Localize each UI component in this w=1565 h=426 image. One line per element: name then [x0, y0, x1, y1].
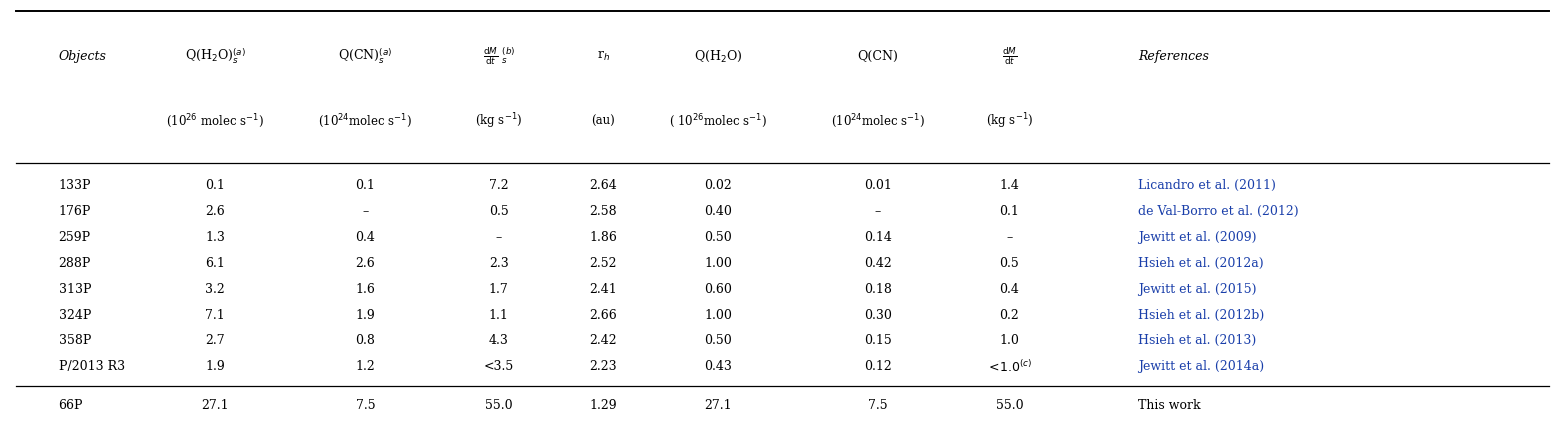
Text: (kg s$^{-1}$): (kg s$^{-1}$): [476, 111, 523, 131]
Text: 1.1: 1.1: [488, 308, 509, 322]
Text: 0.12: 0.12: [864, 360, 892, 373]
Text: Hsieh et al. (2012a): Hsieh et al. (2012a): [1138, 257, 1265, 270]
Text: 4.3: 4.3: [488, 334, 509, 347]
Text: Jewitt et al. (2015): Jewitt et al. (2015): [1138, 283, 1257, 296]
Text: 259P: 259P: [58, 231, 91, 244]
Text: 0.2: 0.2: [1000, 308, 1019, 322]
Text: 0.60: 0.60: [704, 283, 732, 296]
Text: $<\!1.0^{(c)}$: $<\!1.0^{(c)}$: [986, 359, 1033, 374]
Text: (kg s$^{-1}$): (kg s$^{-1}$): [986, 111, 1033, 131]
Text: 7.2: 7.2: [488, 179, 509, 193]
Text: –: –: [1006, 231, 1013, 244]
Text: r$_h$: r$_h$: [596, 50, 610, 63]
Text: 0.14: 0.14: [864, 231, 892, 244]
Text: 2.52: 2.52: [590, 257, 617, 270]
Text: 55.0: 55.0: [995, 399, 1024, 412]
Text: 1.9: 1.9: [355, 308, 376, 322]
Text: 66P: 66P: [58, 399, 83, 412]
Text: 2.23: 2.23: [590, 360, 617, 373]
Text: 176P: 176P: [58, 205, 91, 218]
Text: Hsieh et al. (2013): Hsieh et al. (2013): [1138, 334, 1257, 347]
Text: 2.6: 2.6: [205, 205, 225, 218]
Text: 0.50: 0.50: [704, 334, 732, 347]
Text: –: –: [875, 205, 881, 218]
Text: 1.86: 1.86: [588, 231, 617, 244]
Text: (10$^{26}$ molec s$^{-1}$): (10$^{26}$ molec s$^{-1}$): [166, 112, 264, 130]
Text: 1.00: 1.00: [704, 257, 732, 270]
Text: 0.50: 0.50: [704, 231, 732, 244]
Text: 0.4: 0.4: [1000, 283, 1019, 296]
Text: (10$^{24}$molec s$^{-1}$): (10$^{24}$molec s$^{-1}$): [318, 112, 412, 130]
Text: 0.5: 0.5: [488, 205, 509, 218]
Text: 1.29: 1.29: [590, 399, 617, 412]
Text: 2.6: 2.6: [355, 257, 376, 270]
Text: Q(H$_2$O)$_s^{(a)}$: Q(H$_2$O)$_s^{(a)}$: [185, 47, 246, 66]
Text: 324P: 324P: [58, 308, 91, 322]
Text: 0.43: 0.43: [704, 360, 732, 373]
Text: 0.02: 0.02: [704, 179, 732, 193]
Text: Jewitt et al. (2009): Jewitt et al. (2009): [1138, 231, 1257, 244]
Text: P/2013 R3: P/2013 R3: [58, 360, 125, 373]
Text: 2.7: 2.7: [205, 334, 225, 347]
Text: Hsieh et al. (2012b): Hsieh et al. (2012b): [1138, 308, 1265, 322]
Text: 313P: 313P: [58, 283, 91, 296]
Text: References: References: [1138, 50, 1210, 63]
Text: Licandro et al. (2011): Licandro et al. (2011): [1138, 179, 1275, 193]
Text: Objects: Objects: [58, 50, 106, 63]
Text: de Val-Borro et al. (2012): de Val-Borro et al. (2012): [1138, 205, 1299, 218]
Text: 1.4: 1.4: [1000, 179, 1019, 193]
Text: 2.64: 2.64: [588, 179, 617, 193]
Text: 0.30: 0.30: [864, 308, 892, 322]
Text: <3.5: <3.5: [484, 360, 513, 373]
Text: 0.18: 0.18: [864, 283, 892, 296]
Text: 2.41: 2.41: [588, 283, 617, 296]
Text: 7.1: 7.1: [205, 308, 225, 322]
Text: 0.42: 0.42: [864, 257, 892, 270]
Text: 1.6: 1.6: [355, 283, 376, 296]
Text: 133P: 133P: [58, 179, 91, 193]
Text: (10$^{24}$molec s$^{-1}$): (10$^{24}$molec s$^{-1}$): [831, 112, 925, 130]
Text: 55.0: 55.0: [485, 399, 513, 412]
Text: 3.2: 3.2: [205, 283, 225, 296]
Text: 0.1: 0.1: [1000, 205, 1019, 218]
Text: 1.0: 1.0: [1000, 334, 1019, 347]
Text: 2.42: 2.42: [590, 334, 617, 347]
Text: 288P: 288P: [58, 257, 91, 270]
Text: 1.9: 1.9: [205, 360, 225, 373]
Text: 0.5: 0.5: [1000, 257, 1019, 270]
Text: 0.1: 0.1: [355, 179, 376, 193]
Text: 0.8: 0.8: [355, 334, 376, 347]
Text: Jewitt et al. (2014a): Jewitt et al. (2014a): [1138, 360, 1265, 373]
Text: 0.4: 0.4: [355, 231, 376, 244]
Text: Q(H$_2$O): Q(H$_2$O): [693, 49, 742, 64]
Text: 2.66: 2.66: [588, 308, 617, 322]
Text: –: –: [496, 231, 502, 244]
Text: (au): (au): [592, 115, 615, 128]
Text: 1.7: 1.7: [488, 283, 509, 296]
Text: 2.3: 2.3: [488, 257, 509, 270]
Text: This work: This work: [1138, 399, 1200, 412]
Text: $\frac{\mathrm{d}M}{\mathrm{d}t}$ $_{s}^{(b)}$: $\frac{\mathrm{d}M}{\mathrm{d}t}$ $_{s}^…: [482, 46, 515, 67]
Text: 0.1: 0.1: [205, 179, 225, 193]
Text: 0.15: 0.15: [864, 334, 892, 347]
Text: 0.01: 0.01: [864, 179, 892, 193]
Text: 27.1: 27.1: [704, 399, 732, 412]
Text: 0.40: 0.40: [704, 205, 732, 218]
Text: 27.1: 27.1: [202, 399, 228, 412]
Text: Q(CN): Q(CN): [858, 50, 898, 63]
Text: Q(CN)$_s^{(a)}$: Q(CN)$_s^{(a)}$: [338, 47, 393, 66]
Text: 1.2: 1.2: [355, 360, 376, 373]
Text: 2.58: 2.58: [590, 205, 617, 218]
Text: $\frac{\mathrm{d}M}{\mathrm{d}t}$: $\frac{\mathrm{d}M}{\mathrm{d}t}$: [1002, 46, 1017, 67]
Text: 1.00: 1.00: [704, 308, 732, 322]
Text: 7.5: 7.5: [867, 399, 887, 412]
Text: 7.5: 7.5: [355, 399, 376, 412]
Text: –: –: [362, 205, 368, 218]
Text: 1.3: 1.3: [205, 231, 225, 244]
Text: 358P: 358P: [58, 334, 91, 347]
Text: ( 10$^{26}$molec s$^{-1}$): ( 10$^{26}$molec s$^{-1}$): [670, 112, 767, 130]
Text: 6.1: 6.1: [205, 257, 225, 270]
